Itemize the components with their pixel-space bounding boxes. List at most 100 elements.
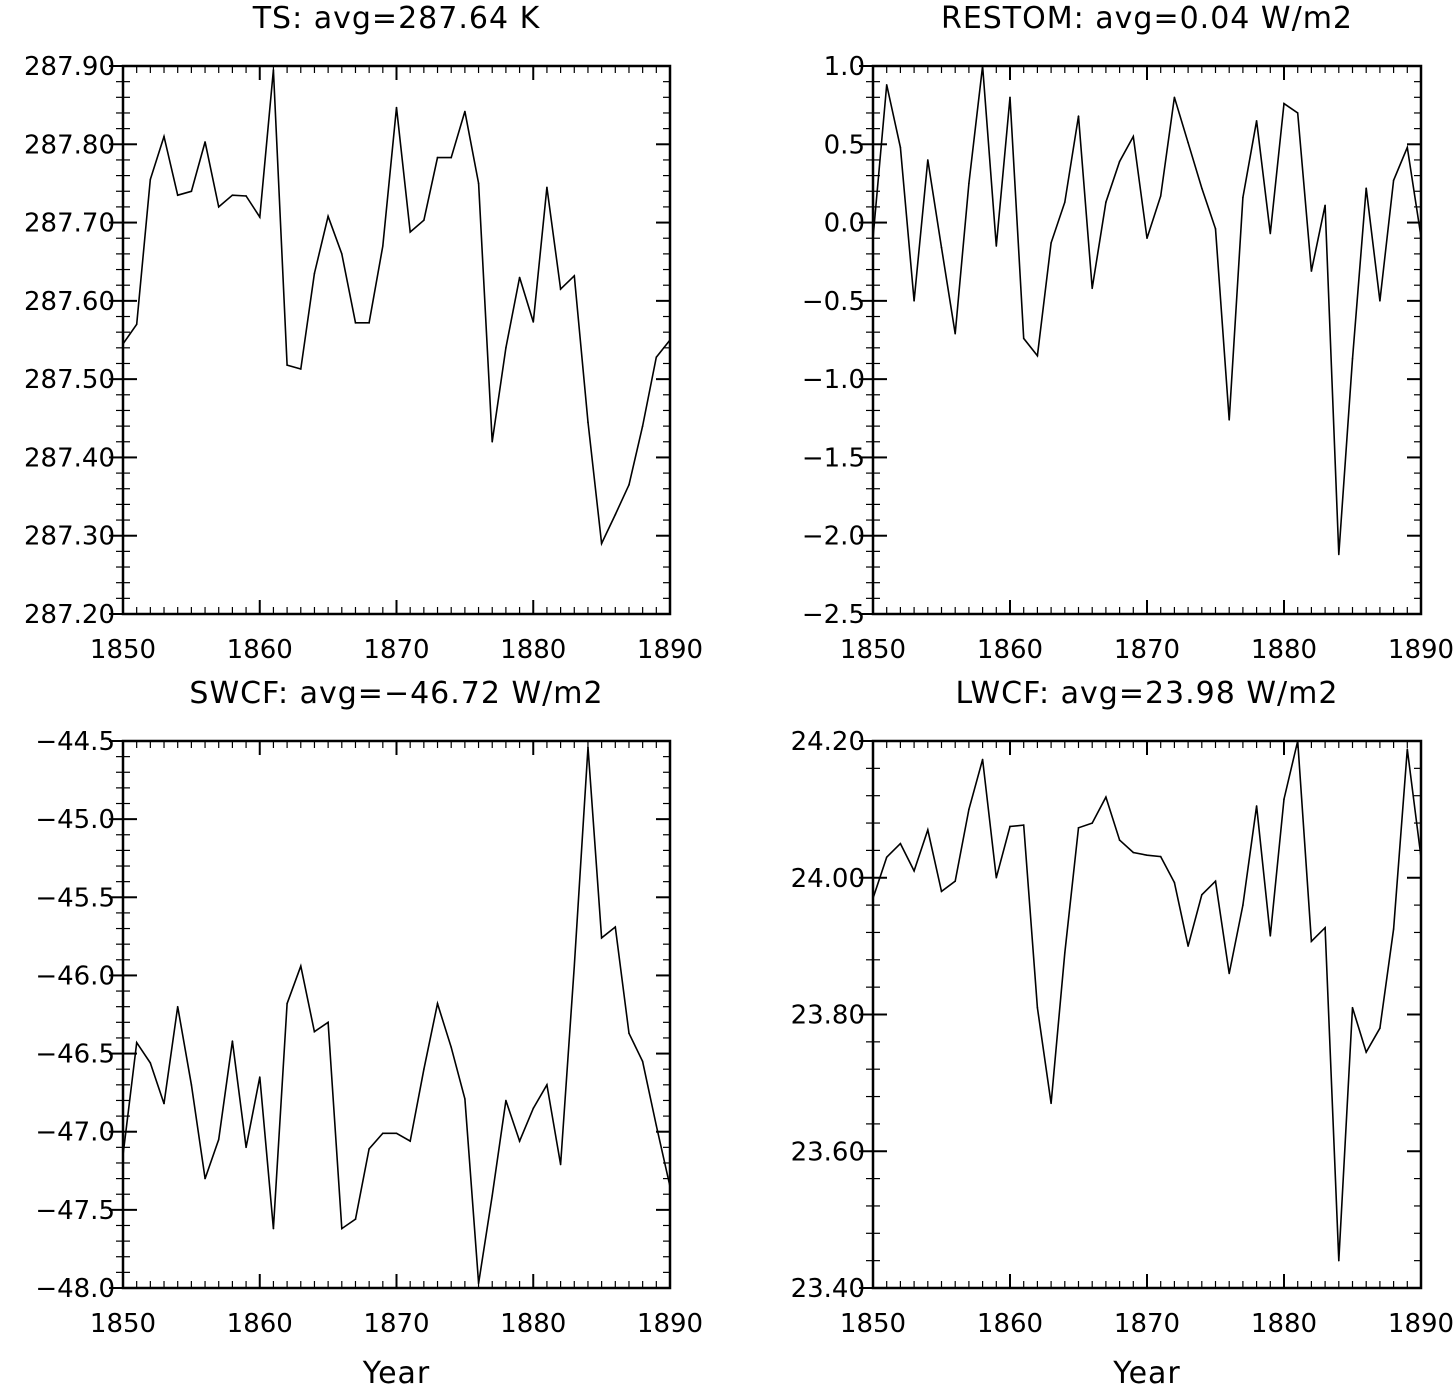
x-tick-label: 1880 <box>1251 635 1317 665</box>
data-point <box>669 1185 671 1188</box>
data-point <box>258 216 261 218</box>
panel-1: TS: avg=287.64 K 1850 1860 1870 1880 1890 287.… <box>24 1 703 665</box>
x-tick-label: 1890 <box>637 1309 703 1339</box>
data-point <box>940 246 943 249</box>
series-line <box>122 747 671 1284</box>
data-point <box>968 808 970 811</box>
data-point <box>464 1098 466 1100</box>
data-point <box>872 237 874 240</box>
data-point <box>272 1227 275 1230</box>
data-point <box>149 178 152 181</box>
data-point <box>1392 928 1395 930</box>
x-tick-label: 1880 <box>500 635 566 665</box>
plot-frame <box>871 739 1423 1290</box>
data-point <box>1310 940 1313 943</box>
data-point <box>149 1062 152 1064</box>
data-point <box>1201 187 1203 189</box>
data-point <box>1338 553 1340 556</box>
y-tick-label: 24.00 <box>791 864 865 894</box>
x-tick-label: 1860 <box>977 1309 1043 1339</box>
x-tick-label: 1870 <box>1114 1309 1180 1339</box>
data-point <box>505 1099 507 1102</box>
data-point <box>1296 740 1299 742</box>
data-point <box>313 272 316 275</box>
data-point <box>409 231 411 233</box>
data-point <box>204 1177 206 1180</box>
data-point <box>313 1030 316 1033</box>
data-point <box>1351 1006 1354 1009</box>
data-point <box>1146 237 1148 240</box>
data-point <box>1379 300 1381 302</box>
data-point <box>1159 855 1162 858</box>
data-point <box>641 425 644 427</box>
y-tick-label: 287.60 <box>24 287 115 317</box>
series-line <box>872 740 1422 1261</box>
data-point <box>204 141 206 143</box>
y-tick-label: 23.80 <box>791 1001 865 1031</box>
data-point <box>628 1032 630 1035</box>
panel-3: SWCF: avg=−46.72 W/m2 1850 1860 1870 1880 189… <box>35 676 703 1386</box>
data-point <box>614 513 617 516</box>
data-point <box>885 856 888 859</box>
data-point <box>1022 337 1025 340</box>
data-point <box>1201 894 1203 896</box>
data-point <box>927 829 929 831</box>
data-point <box>981 758 984 761</box>
data-point <box>995 876 998 879</box>
panel-2: RESTOM: avg=0.04 W/m2 1850 1860 1870 1880 189… <box>802 1 1453 665</box>
data-point <box>327 1021 329 1024</box>
data-point <box>190 190 193 193</box>
data-point <box>163 1102 165 1105</box>
data-point <box>899 842 902 845</box>
data-point <box>1118 160 1121 163</box>
y-tick-label: 287.80 <box>24 130 115 160</box>
y-tick-label: −1.5 <box>802 443 865 473</box>
data-point <box>423 1068 425 1070</box>
data-point <box>1009 96 1011 99</box>
data-point <box>1146 854 1148 856</box>
x-tick-label: 1860 <box>227 1309 293 1339</box>
data-point <box>395 106 398 109</box>
data-point <box>532 321 535 323</box>
data-point <box>559 288 562 290</box>
data-point <box>954 332 956 335</box>
data-point <box>1214 228 1217 230</box>
x-tick-label: 1890 <box>1388 635 1453 665</box>
y-tick-label: 287.70 <box>24 209 115 239</box>
data-point <box>286 1002 288 1005</box>
plot-frame <box>871 64 1423 616</box>
data-point <box>1118 839 1121 841</box>
data-point <box>1091 287 1093 290</box>
y-tick-label: 287.20 <box>24 600 115 630</box>
y-tick-label: −46.5 <box>35 1040 115 1070</box>
data-point <box>641 1060 644 1063</box>
data-point <box>587 421 589 424</box>
panel-title: LWCF: avg=23.98 W/m2 <box>956 676 1339 711</box>
data-point <box>382 1132 384 1135</box>
data-point <box>354 321 357 324</box>
data-point <box>913 300 915 302</box>
data-point <box>1132 851 1135 854</box>
x-tick-label: 1890 <box>1388 1309 1453 1339</box>
y-tick-label: −46.0 <box>35 961 115 991</box>
data-point <box>1406 748 1409 751</box>
data-point <box>217 1138 220 1141</box>
data-point <box>409 1140 411 1142</box>
data-point <box>614 926 617 928</box>
data-point <box>477 182 480 185</box>
data-point <box>628 484 630 486</box>
data-point <box>1296 112 1299 114</box>
data-point <box>272 69 275 71</box>
data-point <box>286 364 288 366</box>
panel-title: RESTOM: avg=0.04 W/m2 <box>941 1 1353 36</box>
data-point <box>1283 798 1285 800</box>
data-point <box>1077 115 1080 117</box>
data-point <box>1132 135 1135 138</box>
data-point <box>231 194 234 196</box>
x-tick-label: 1880 <box>500 1309 566 1339</box>
data-point <box>436 156 439 159</box>
data-point <box>1351 357 1354 360</box>
data-point <box>135 323 138 326</box>
y-tick-label: −47.5 <box>35 1196 115 1226</box>
data-point <box>382 245 384 247</box>
